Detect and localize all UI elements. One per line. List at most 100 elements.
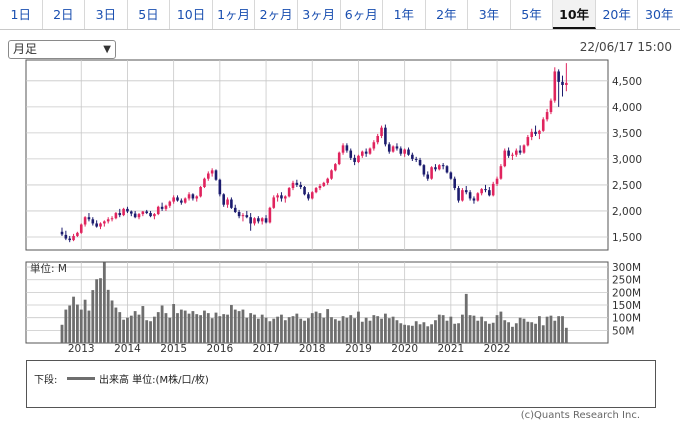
volume-bar: [368, 320, 372, 343]
candle-body: [72, 235, 75, 241]
candle-body: [237, 212, 241, 217]
volume-bar: [226, 314, 229, 343]
volume-tick-label: 100M: [612, 313, 641, 325]
volume-bar: [230, 305, 233, 343]
candle-period-select[interactable]: 月足 ▼: [8, 40, 116, 59]
candle-body: [387, 144, 391, 152]
tab-3[interactable]: 5日: [128, 0, 171, 29]
candle-body: [264, 218, 268, 223]
tab-14[interactable]: 20年: [596, 0, 639, 29]
candle-body: [541, 119, 545, 131]
volume-bar: [472, 315, 476, 343]
tab-8[interactable]: 6ヶ月: [341, 0, 384, 29]
volume-bar: [349, 315, 353, 343]
volume-bar: [245, 317, 249, 343]
tab-11[interactable]: 3年: [468, 0, 511, 29]
tab-10[interactable]: 2年: [426, 0, 469, 29]
volume-bar: [237, 311, 241, 343]
candle-body: [222, 194, 225, 205]
volume-bar: [206, 313, 210, 343]
volume-bar: [437, 314, 441, 343]
volume-bar: [118, 312, 122, 343]
candle-body: [218, 179, 222, 195]
candle-body: [549, 100, 553, 113]
volume-bar: [364, 317, 368, 343]
volume-bar: [287, 317, 291, 343]
volume-bar: [457, 323, 460, 343]
candle-body: [337, 152, 341, 165]
candle-body: [257, 218, 260, 222]
candle-body: [214, 170, 218, 180]
candle-body: [503, 150, 507, 167]
candle-body: [83, 217, 87, 225]
volume-bar: [68, 305, 72, 343]
volume-tick-label: 150M: [612, 300, 641, 312]
candle-body: [133, 213, 137, 218]
candle-body: [326, 178, 329, 183]
candle-body: [380, 127, 383, 136]
price-tick-label: 4,000: [612, 102, 642, 114]
volume-bar: [241, 309, 245, 343]
price-tick-label: 3,500: [612, 128, 642, 140]
candle-body: [518, 150, 522, 153]
candle-body: [183, 198, 187, 203]
candle-body: [330, 170, 333, 179]
tab-7[interactable]: 3ヶ月: [298, 0, 341, 29]
volume-bar: [303, 320, 306, 343]
candle-body: [180, 200, 183, 203]
volume-bar: [499, 311, 503, 343]
volume-bar: [476, 320, 480, 343]
chevron-down-icon: ▼: [103, 44, 111, 55]
candle-body: [414, 158, 418, 160]
candle-body: [95, 223, 98, 227]
candle-body: [411, 154, 414, 159]
candle-body: [426, 174, 430, 179]
candle-body: [172, 197, 175, 202]
candle-body: [241, 215, 245, 217]
volume-bar: [507, 322, 510, 343]
candle-body: [488, 190, 491, 196]
candle-body: [491, 183, 495, 196]
tab-15[interactable]: 30年: [645, 7, 674, 22]
tab-6[interactable]: 2ヶ月: [255, 0, 298, 29]
candle-body: [160, 206, 164, 209]
tab-5[interactable]: 1ヶ月: [213, 0, 256, 29]
volume-bar: [453, 323, 457, 343]
volume-bar: [106, 289, 110, 343]
candle-body: [499, 166, 503, 179]
tab-0[interactable]: 1日: [0, 0, 43, 29]
volume-bar: [187, 313, 191, 343]
volume-bar: [195, 314, 199, 343]
candle-period-value: 月足: [13, 42, 38, 56]
tab-4[interactable]: 10日: [170, 0, 213, 29]
volume-bar: [179, 309, 183, 343]
volume-bar: [337, 320, 341, 343]
candle-body: [472, 198, 476, 201]
candle-body: [384, 127, 387, 145]
volume-bar: [233, 309, 237, 343]
volume-bar: [79, 309, 83, 343]
volume-unit-label: 単位: M: [30, 262, 67, 275]
candle-body: [372, 142, 376, 149]
candle-body: [314, 188, 318, 193]
candle-body: [357, 155, 360, 163]
volume-bar: [464, 293, 468, 343]
tab-12[interactable]: 5年: [511, 0, 554, 29]
volume-bar: [222, 314, 226, 343]
tab-2[interactable]: 3日: [85, 0, 128, 29]
volume-bar: [276, 316, 279, 343]
volume-bar: [399, 323, 403, 343]
tab-13[interactable]: 10年: [553, 0, 596, 29]
tab-1[interactable]: 2日: [43, 0, 86, 29]
candle-body: [260, 218, 264, 222]
candle-body: [145, 211, 148, 214]
volume-bar: [376, 316, 380, 343]
candle-body: [530, 131, 533, 138]
candle-body: [137, 214, 141, 218]
volume-bar: [418, 324, 422, 343]
candle-body: [361, 151, 364, 156]
candle-body: [87, 217, 91, 220]
volume-tick-label: 50M: [612, 325, 634, 337]
candle-body: [507, 150, 510, 156]
tab-9[interactable]: 1年: [383, 0, 426, 29]
